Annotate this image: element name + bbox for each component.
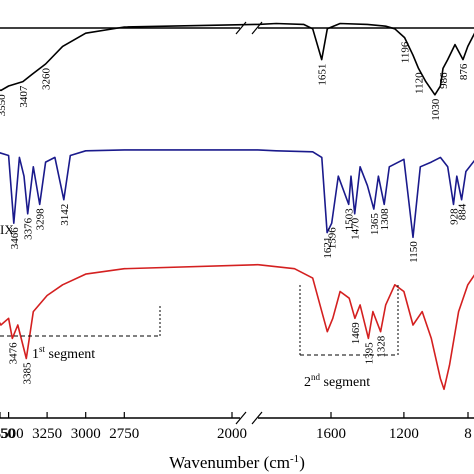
segment-1-label: 1st segment — [32, 344, 95, 362]
peak-label-1030: 1030 — [430, 98, 442, 121]
peak-label-1621: 1621 — [322, 237, 334, 259]
x-tick-label-1200: 1200 — [389, 426, 419, 442]
series-3-line-right — [257, 263, 474, 391]
x-tick-label-8: 8 — [464, 426, 472, 442]
series-2-line-right — [257, 149, 474, 239]
x-tick-label-3250: 3250 — [32, 426, 62, 442]
peak-label-3466: 3466 — [9, 227, 21, 250]
peak-label-1469: 1469 — [350, 322, 362, 345]
peak-label-1150: 1150 — [408, 241, 420, 263]
peak-label-884: 884 — [457, 203, 469, 220]
peak-label-986: 986 — [438, 72, 450, 89]
peak-label-1365: 1365 — [369, 213, 381, 236]
series-1-line-left — [0, 23, 259, 92]
peak-label-1120: 1120 — [414, 72, 426, 94]
segment-2-label: 2nd segment — [304, 372, 370, 390]
peak-label-1196: 1196 — [400, 41, 412, 63]
x-tick-label-3500: 3500 — [0, 426, 24, 442]
axis-break-bottom — [235, 411, 263, 425]
peak-label-1503: 1503 — [344, 208, 356, 231]
x-axis-title: Wavenumber (cm-1) — [169, 453, 305, 472]
peak-label-3580: 3580 — [0, 92, 3, 115]
peak-label-layer: 3614358035503407326016511196112010309868… — [0, 41, 470, 384]
series-3-line-left — [0, 263, 259, 360]
peak-label-928: 928 — [449, 208, 461, 225]
peak-label-3550: 3550 — [0, 94, 8, 117]
peak-label-3476: 3476 — [7, 342, 19, 365]
series-label-ix: IX — [0, 222, 14, 237]
peak-label-1395: 1395 — [363, 342, 375, 365]
x-tick-label-2000: 2000 — [217, 426, 247, 442]
peak-label-3260: 3260 — [41, 68, 53, 91]
series-2-line-left — [0, 149, 258, 224]
peak-label-3142: 3142 — [59, 204, 71, 226]
peak-label-1308: 1308 — [379, 208, 391, 231]
segment-1-bracket — [0, 305, 161, 337]
peak-label-1596: 1596 — [327, 227, 339, 250]
peak-label-1328: 1328 — [376, 335, 388, 358]
peak-label-1651: 1651 — [317, 64, 329, 86]
peak-label-3385: 3385 — [21, 362, 33, 385]
x-tick-label-2750: 2750 — [109, 426, 139, 442]
series-layer — [0, 22, 474, 391]
peak-label-876: 876 — [458, 63, 470, 80]
x-tick-label-3000: 3000 — [71, 426, 101, 442]
x-tick-layer: 503500 3250 3000 2750 2000 1600 1200 8 — [0, 412, 472, 442]
peak-label-3376: 3376 — [23, 217, 35, 240]
x-tick-label-1600: 1600 — [316, 426, 346, 442]
peak-label-1470: 1470 — [350, 217, 362, 240]
series-1-line-right — [257, 22, 474, 96]
peak-label-3298: 3298 — [35, 208, 47, 231]
segment-2-bracket — [299, 285, 399, 356]
x-tick-label-50: 50 — [0, 426, 15, 442]
peak-label-3407: 3407 — [18, 85, 30, 108]
